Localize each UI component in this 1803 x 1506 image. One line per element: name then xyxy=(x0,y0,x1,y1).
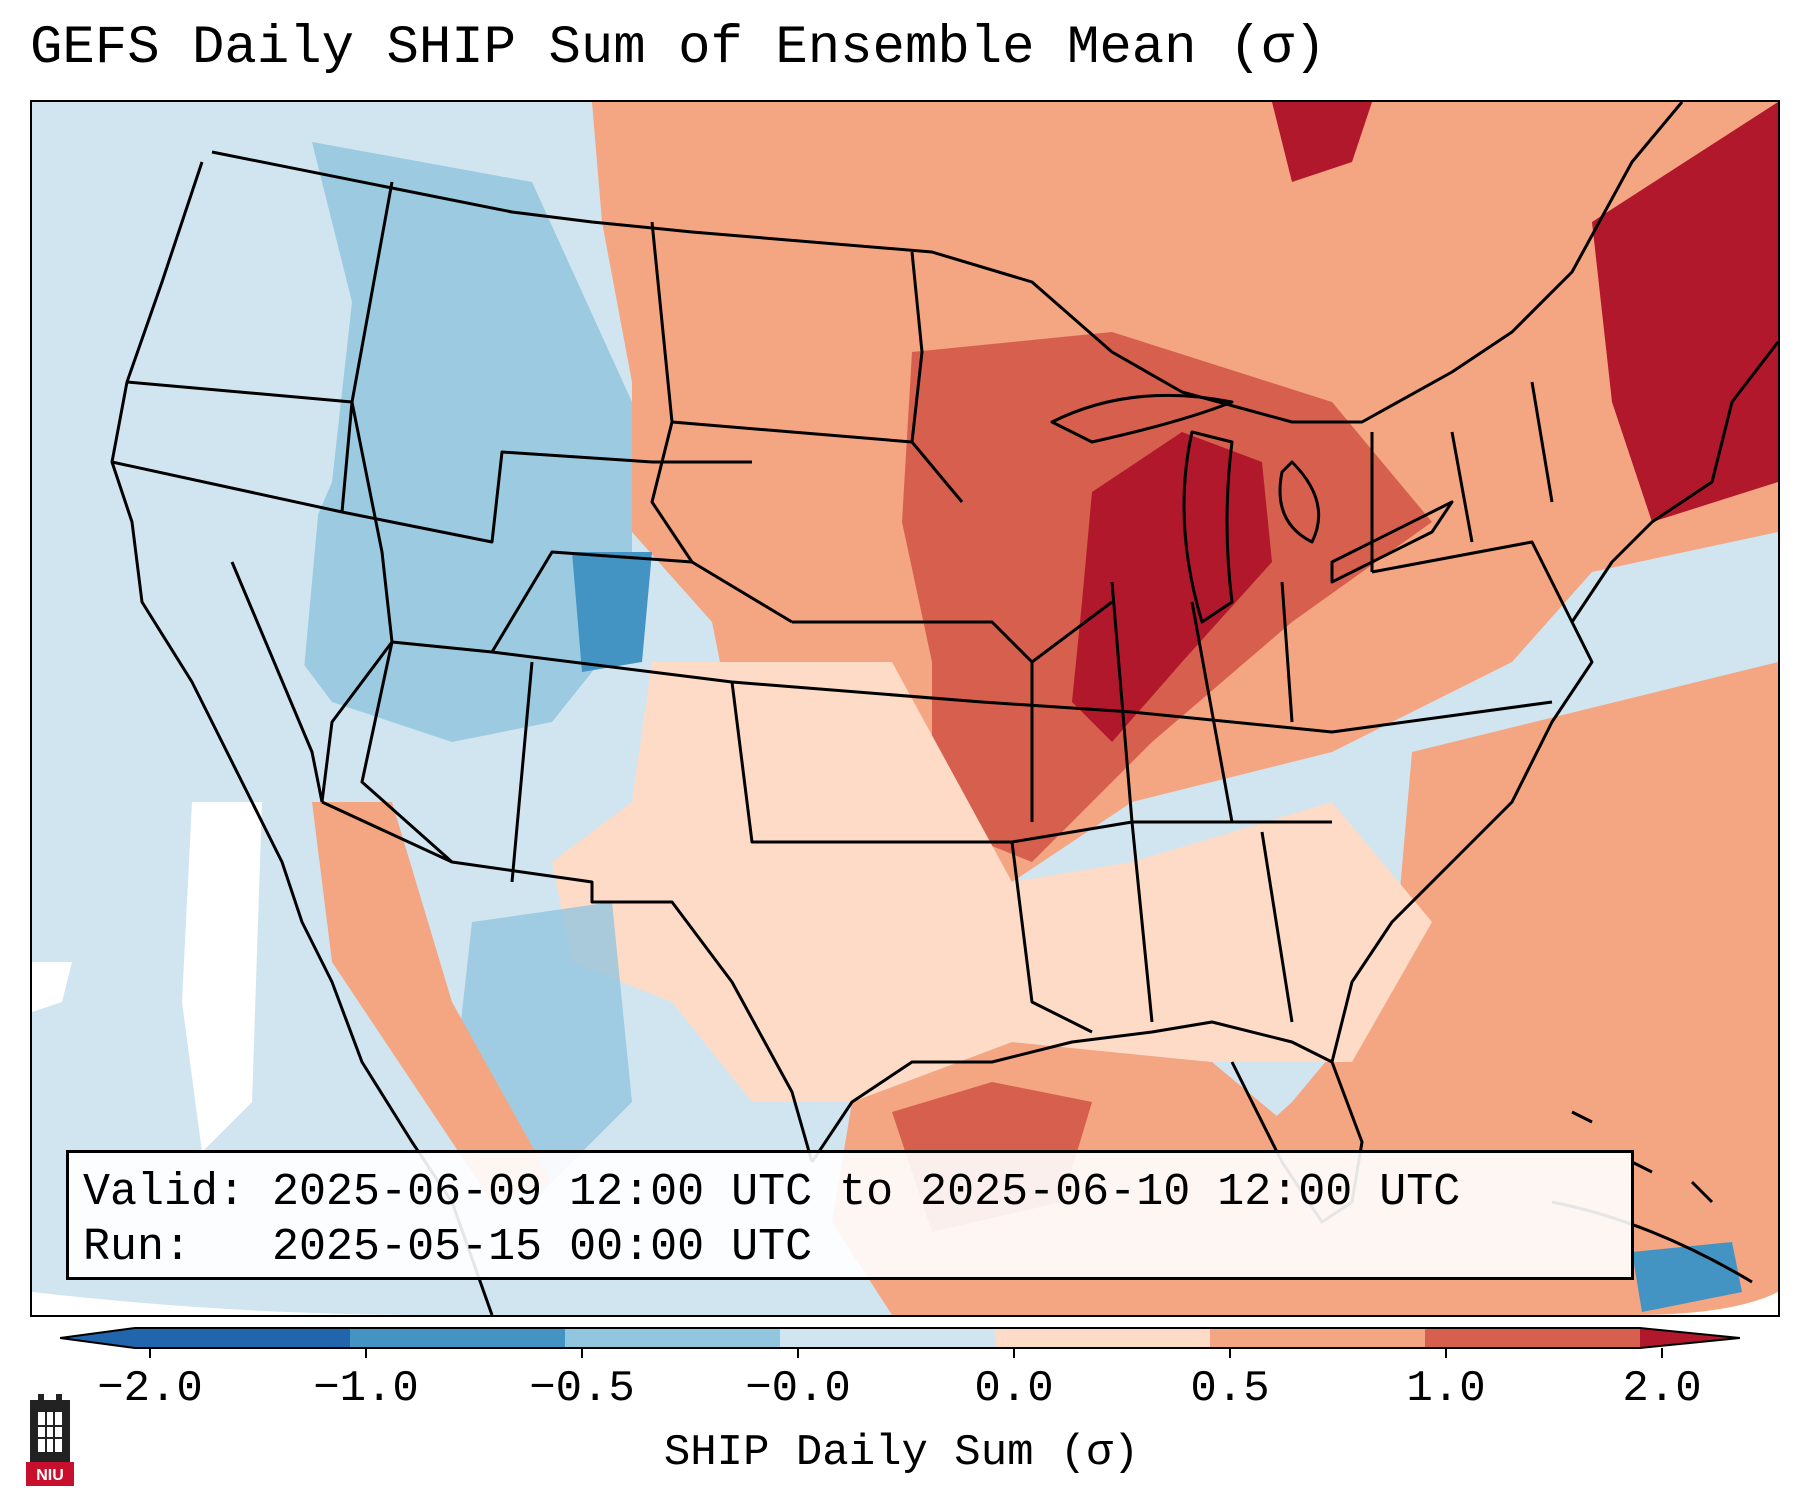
niu-logo: NIU xyxy=(26,1394,74,1486)
pacific-neutral-patch xyxy=(182,802,262,1152)
state-line xyxy=(341,450,752,544)
valid-line: Valid: 2025-06-09 12:00 UTC to 2025-06-1… xyxy=(83,1165,1617,1220)
pacific-neutral-patch xyxy=(32,962,72,1012)
colorbar-tick-label: −1.0 xyxy=(313,1364,419,1414)
boundaries xyxy=(110,102,1778,1315)
valid-label: Valid: xyxy=(83,1167,246,1218)
state-line xyxy=(320,641,394,803)
colorbar-tick-label: −0.0 xyxy=(745,1364,851,1414)
west-negative-region xyxy=(272,142,632,742)
lake-superior xyxy=(1050,393,1234,444)
colorbar-tick-label: −2.0 xyxy=(97,1364,203,1414)
midwest-extreme-region xyxy=(1072,432,1272,742)
state-line xyxy=(910,251,924,443)
state-line xyxy=(360,641,453,864)
state-line xyxy=(510,661,534,883)
colorbar-tick-label: −0.5 xyxy=(529,1364,635,1414)
colorbar-outline xyxy=(60,1327,1740,1349)
state-line xyxy=(1450,431,1474,543)
colorbar-segment xyxy=(350,1328,565,1348)
run-value: 2025-05-15 00:00 UTC xyxy=(272,1222,813,1273)
baja-positive-region xyxy=(312,802,552,1202)
state-line xyxy=(1260,831,1294,1023)
state-line xyxy=(391,550,793,654)
colorbar-min-extend xyxy=(60,1328,135,1348)
state-line xyxy=(650,221,964,503)
colorbar-segment xyxy=(565,1328,780,1348)
colorbar-max-extend xyxy=(1640,1328,1740,1348)
outside-domain xyxy=(1632,1292,1778,1315)
state-line xyxy=(650,421,694,563)
state-line xyxy=(230,561,324,803)
colorbar-segment xyxy=(780,1328,995,1348)
colorbar-segment xyxy=(995,1328,1210,1348)
anomaly-map xyxy=(30,100,1780,1317)
lake-huron xyxy=(1278,460,1321,544)
niu-badge xyxy=(26,1462,74,1486)
run-line: Run: 2025-05-15 00:00 UTC xyxy=(83,1220,1617,1275)
state-line xyxy=(792,600,1113,664)
state-line xyxy=(1110,581,1134,823)
colorbar xyxy=(60,1327,1740,1358)
state-line xyxy=(1130,821,1154,1023)
state-line xyxy=(1190,601,1234,823)
colorbar-ticks xyxy=(149,1348,1663,1358)
colorbar-tick-label: 2.0 xyxy=(1622,1364,1702,1414)
colorado-strong-negative xyxy=(572,552,652,672)
west-coast xyxy=(110,161,494,1315)
colorbar-segment xyxy=(135,1328,350,1348)
state-line xyxy=(491,650,1553,734)
colorbar-tick-label: 0.5 xyxy=(1190,1364,1270,1414)
anomaly-shading xyxy=(32,102,1778,1315)
colorbar-label: SHIP Daily Sum (σ) xyxy=(663,1428,1140,1478)
state-line xyxy=(1280,581,1294,723)
lake-erie xyxy=(1330,500,1454,584)
valid-value: 2025-06-09 12:00 UTC to 2025-06-10 12:00… xyxy=(272,1167,1461,1218)
outside-domain xyxy=(32,1292,432,1315)
bahamas-outline xyxy=(1571,1110,1714,1204)
mexico-border xyxy=(321,800,814,1163)
niu-text: NIU xyxy=(36,1467,64,1484)
valid-run-info-box: Valid: 2025-06-09 12:00 UTC to 2025-06-1… xyxy=(66,1150,1634,1280)
state-line xyxy=(1010,841,1093,1034)
colorbar-tick-label: 0.0 xyxy=(974,1364,1054,1414)
east-coast xyxy=(1330,341,1778,1063)
state-line xyxy=(1371,540,1574,623)
colorbar-segment xyxy=(1425,1328,1640,1348)
colorbar-segment xyxy=(1210,1328,1425,1348)
southeast-light-region xyxy=(552,662,1432,1102)
state-line xyxy=(1530,381,1554,503)
canada-border xyxy=(211,102,1684,424)
colorbar-tick-label: 1.0 xyxy=(1406,1364,1486,1414)
map-title: GEFS Daily SHIP Sum of Ensemble Mean (σ) xyxy=(30,18,1327,79)
lake-michigan xyxy=(1182,430,1234,624)
state-line xyxy=(350,401,394,643)
great-lakes-extreme-region xyxy=(1272,102,1372,182)
northeast-extreme-region xyxy=(1592,102,1778,522)
run-label: Run: xyxy=(83,1222,192,1273)
